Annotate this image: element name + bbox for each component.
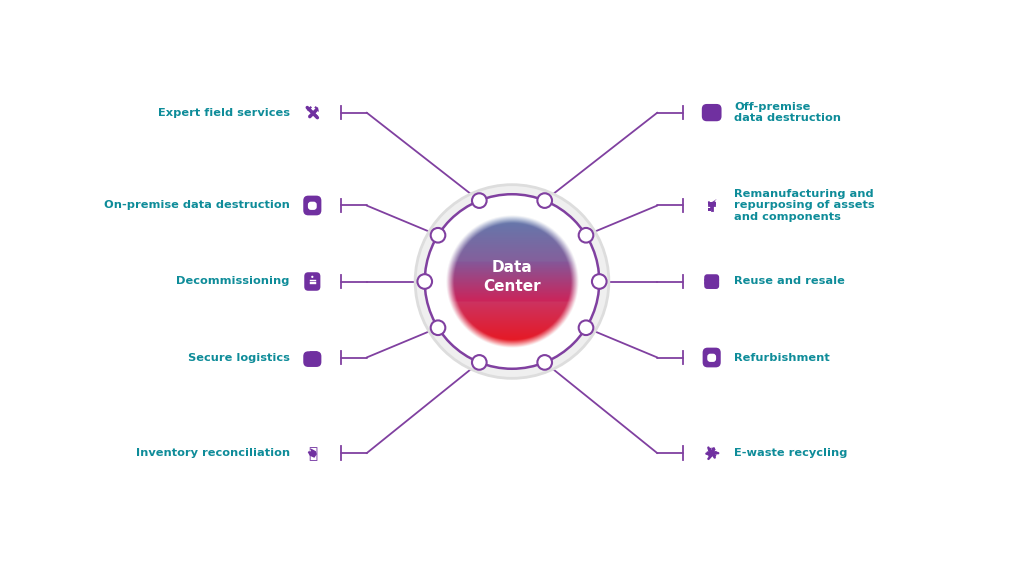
Ellipse shape [472, 355, 486, 370]
Text: 📋: 📋 [308, 274, 316, 289]
Ellipse shape [579, 228, 593, 243]
Text: 🖥: 🖥 [708, 274, 716, 289]
Text: Inventory reconciliation: Inventory reconciliation [135, 448, 290, 458]
Ellipse shape [418, 274, 432, 289]
Text: 🔒: 🔒 [308, 198, 316, 213]
FancyBboxPatch shape [308, 202, 316, 210]
Ellipse shape [431, 320, 445, 335]
Text: ♻: ♻ [705, 446, 719, 461]
Text: 💾: 💾 [708, 105, 716, 120]
FancyBboxPatch shape [303, 351, 322, 367]
Text: Remanufacturing and
repurposing of assets
and components: Remanufacturing and repurposing of asset… [734, 189, 874, 222]
Text: On-premise data destruction: On-premise data destruction [103, 200, 290, 211]
Text: Reuse and resale: Reuse and resale [734, 276, 845, 287]
Ellipse shape [538, 193, 552, 208]
FancyBboxPatch shape [708, 354, 716, 362]
Text: Refurbishment: Refurbishment [734, 352, 830, 363]
Text: Expert field services: Expert field services [158, 108, 290, 118]
Text: 🏷: 🏷 [308, 446, 316, 461]
Text: 🔒: 🔒 [308, 350, 316, 365]
Circle shape [309, 450, 311, 452]
FancyBboxPatch shape [702, 347, 721, 368]
Text: Secure logistics: Secure logistics [188, 352, 290, 363]
FancyBboxPatch shape [705, 274, 719, 283]
Text: Off-premise
data destruction: Off-premise data destruction [734, 102, 841, 123]
Text: ⚡: ⚡ [707, 198, 717, 213]
FancyBboxPatch shape [701, 104, 722, 121]
FancyBboxPatch shape [705, 280, 719, 289]
Text: Decommissioning: Decommissioning [176, 276, 290, 287]
FancyBboxPatch shape [304, 272, 321, 291]
Circle shape [311, 276, 313, 278]
Ellipse shape [579, 320, 593, 335]
Ellipse shape [592, 274, 606, 289]
FancyBboxPatch shape [705, 278, 719, 286]
Circle shape [714, 204, 715, 205]
Text: E-waste recycling: E-waste recycling [734, 448, 848, 458]
Text: ⚒: ⚒ [305, 105, 319, 120]
Text: Data
Center: Data Center [483, 260, 541, 294]
FancyBboxPatch shape [303, 195, 322, 216]
Ellipse shape [538, 355, 552, 370]
Ellipse shape [431, 228, 445, 243]
Ellipse shape [415, 185, 609, 378]
Text: 🔑: 🔑 [708, 350, 716, 365]
Polygon shape [308, 449, 316, 458]
Ellipse shape [425, 194, 599, 369]
Ellipse shape [472, 193, 486, 208]
Circle shape [709, 204, 710, 205]
FancyBboxPatch shape [709, 208, 712, 211]
